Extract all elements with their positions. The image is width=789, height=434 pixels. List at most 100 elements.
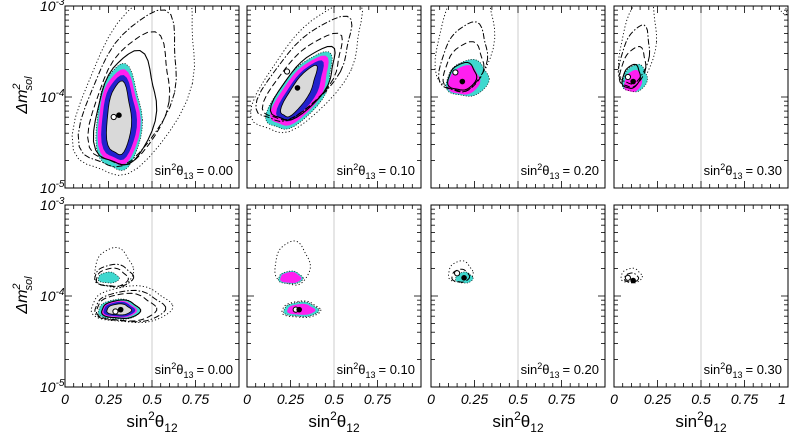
y-tick-base: 10 — [40, 197, 56, 213]
annotation-sup: 2 — [720, 162, 725, 172]
x-label-base: sin — [308, 412, 330, 431]
annotation-base: sin — [155, 362, 172, 377]
annotation-value: = 0.10 — [378, 362, 415, 377]
y-tick-base: 10 — [40, 180, 56, 196]
y-tick-exp: -5 — [56, 378, 65, 389]
x-label-sub: 12 — [713, 421, 727, 434]
x-tick-label: 0.5 — [324, 391, 344, 407]
alt-fit-point — [452, 69, 459, 76]
annotation-sub: 13 — [549, 370, 559, 380]
theta13-annotation: sin2θ13 = 0.30 — [704, 361, 782, 380]
alt-fit-point — [110, 113, 117, 121]
alt-fit-point — [454, 270, 461, 277]
region-outer-edge-r1c1i1 — [278, 270, 304, 285]
annotation-theta: θ — [542, 362, 549, 377]
annotation-theta: θ — [358, 163, 365, 178]
x-label-sup: 2 — [514, 409, 521, 423]
contour-dashed-r1c2i0 — [451, 268, 471, 283]
x-tick-label: 0.25 — [95, 391, 122, 407]
annotation-sup: 2 — [171, 162, 176, 172]
annotation-sub: 13 — [732, 171, 742, 181]
x-axis-label: sin2θ12 — [492, 409, 544, 434]
x-label-sub: 12 — [164, 421, 178, 434]
x-label-base: sin — [492, 412, 514, 431]
annotation-theta: θ — [176, 163, 183, 178]
axis-labels: Δm2sol Δm2sol — [11, 76, 35, 315]
panel-r1-c3: sin2θ13 = 0.30 — [613, 204, 789, 388]
y-tick-base: 10 — [40, 89, 56, 105]
x-label-theta: θ — [155, 412, 164, 431]
panel-r0-c2: sin2θ13 = 0.20 — [430, 5, 606, 189]
annotation-value: = 0.30 — [745, 362, 782, 377]
x-axis-label: sin2θ12 — [126, 409, 178, 434]
panel-plot-area — [434, 6, 519, 188]
annotation-sub: 13 — [365, 171, 375, 181]
region-outer-r1c0i1 — [98, 272, 120, 284]
region-outer-edge-r1c0i0 — [97, 298, 142, 320]
panel-plot-area — [448, 205, 519, 387]
theta13-annotation: sin2θ13 = 0.10 — [337, 162, 415, 181]
best-fit-point — [116, 112, 122, 118]
contour-dashed-r1c0i1 — [95, 267, 129, 288]
annotation-theta: θ — [358, 362, 365, 377]
contour-solid-r0c0 — [92, 49, 158, 166]
contour-dotted-r1c2i0 — [448, 260, 474, 284]
annotation-value: = 0.20 — [562, 362, 599, 377]
region-outer-edge-r1c0i1 — [97, 271, 120, 284]
contour-dotted-r1c0i1 — [94, 246, 135, 289]
contour-dashdot-r0c3 — [617, 24, 651, 85]
annotation-value: = 0.00 — [196, 362, 233, 377]
panel-r0-c1: sin2θ13 = 0.10 — [246, 5, 422, 189]
x-tick-label: 0 — [427, 391, 435, 407]
x-label-theta: θ — [704, 412, 713, 431]
contour-dotted-r1c3i0 — [620, 267, 643, 284]
alt-fit-point — [112, 308, 119, 315]
annotation-value: = 0.30 — [745, 163, 782, 178]
panel-plot-area — [250, 6, 363, 188]
y-tick-exp: -3 — [56, 0, 65, 8]
x-tick-label: 0.25 — [644, 391, 671, 407]
annotation-base: sin — [704, 163, 721, 178]
panel-plot-area — [274, 205, 335, 387]
y-tick-base: 10 — [40, 288, 56, 304]
theta13-annotation: sin2θ13 = 0.20 — [521, 162, 599, 181]
alt-fit-point — [624, 73, 632, 81]
x-label-theta: θ — [337, 412, 346, 431]
y-tick-label: 10-3 — [40, 196, 65, 213]
panel-plot-area — [620, 205, 702, 387]
y-tick-exp: -4 — [56, 287, 65, 298]
contour-dashdot-r0c1 — [255, 15, 353, 123]
panel-plot-area — [617, 6, 788, 188]
annotation-sup: 2 — [353, 361, 358, 371]
contour-solid-r0c2 — [447, 61, 478, 91]
annotation-sub: 13 — [183, 370, 193, 380]
best-fit-point — [296, 306, 303, 313]
x-tick-label: 0.75 — [731, 391, 758, 407]
annotation-base: sin — [337, 163, 354, 178]
panel-plot-area — [71, 6, 195, 188]
annotation-value: = 0.20 — [562, 163, 599, 178]
panel-r1-c2: sin2θ13 = 0.20 — [430, 204, 606, 388]
x-label-base: sin — [675, 412, 697, 431]
y-axis-label-bottom: Δm2sol — [11, 276, 35, 315]
y-tick-exp: -3 — [56, 196, 65, 207]
best-fit-point — [630, 277, 636, 284]
annotation-value: = 0.10 — [378, 163, 415, 178]
annotation-theta: θ — [725, 362, 732, 377]
annotation-sup: 2 — [720, 361, 725, 371]
best-fit-point — [459, 78, 466, 85]
contour-dashed-r0c0 — [87, 31, 171, 166]
annotation-base: sin — [337, 362, 354, 377]
annotation-sub: 13 — [732, 370, 742, 380]
region-outer-edge-r0c2 — [445, 59, 490, 97]
x-tick-label: 0.75 — [182, 391, 209, 407]
annotation-sup: 2 — [537, 361, 542, 371]
region-core-r0c1 — [280, 64, 318, 118]
y-tick-exp: -4 — [56, 88, 65, 99]
x-tick-label: 0 — [243, 391, 251, 407]
y-tick-label: 10-3 — [40, 0, 65, 14]
annotation-theta: θ — [176, 362, 183, 377]
x-label-base: sin — [126, 412, 148, 431]
